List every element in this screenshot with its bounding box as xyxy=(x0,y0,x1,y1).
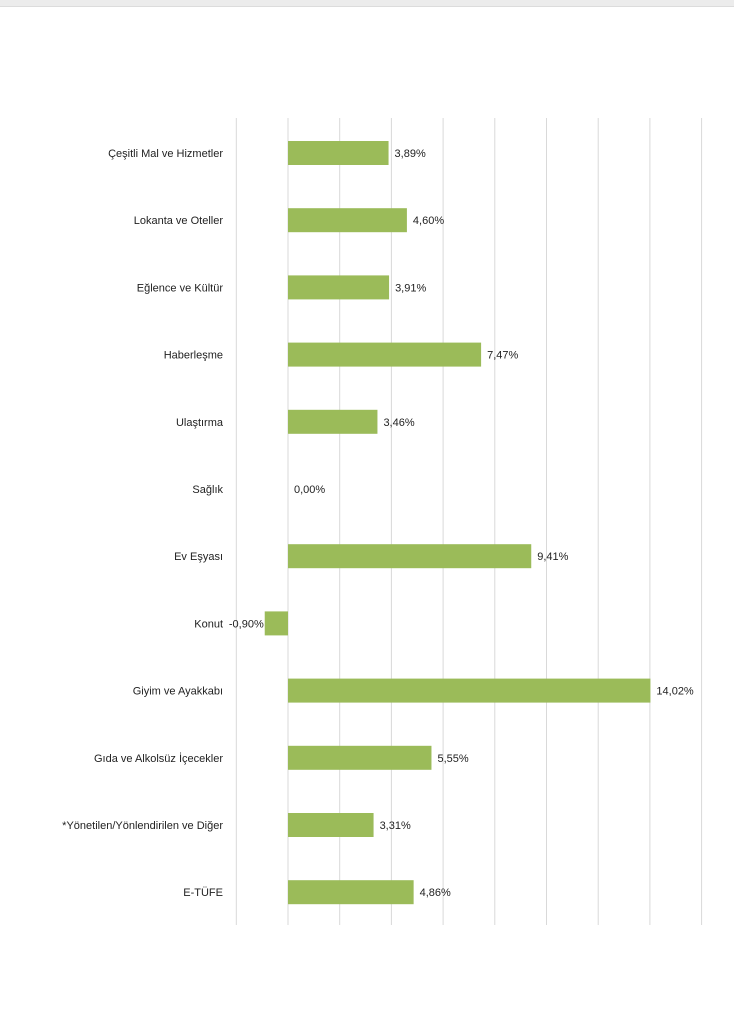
data-label: 14,02% xyxy=(656,686,694,698)
bar xyxy=(288,208,407,233)
category-label: Eğlence ve Kültür xyxy=(137,282,224,294)
data-label: 3,89% xyxy=(395,148,426,160)
data-label: -0,90% xyxy=(229,618,264,630)
bar xyxy=(288,745,432,770)
category-label: Çeşitli Mal ve Hizmetler xyxy=(108,148,223,160)
category-label: Ulaştırma xyxy=(176,417,224,429)
bar xyxy=(288,880,414,905)
bar xyxy=(288,544,532,569)
category-label: Giyim ve Ayakkabı xyxy=(133,686,223,698)
data-label: 3,91% xyxy=(395,282,426,294)
data-label: 0,00% xyxy=(294,484,325,496)
bar xyxy=(264,611,288,636)
data-label: 9,41% xyxy=(537,551,568,563)
category-label: Haberleşme xyxy=(164,350,223,362)
bar xyxy=(288,813,374,837)
top-bar xyxy=(0,0,734,7)
data-label: 4,86% xyxy=(420,887,451,899)
bar xyxy=(288,342,482,367)
category-label: E-TÜFE xyxy=(183,887,223,899)
data-label: 5,55% xyxy=(437,753,468,765)
data-label: 4,60% xyxy=(413,215,444,227)
category-label: Gıda ve Alkolsüz İçecekler xyxy=(94,752,223,765)
data-label: 3,46% xyxy=(383,417,414,429)
category-label: Sağlık xyxy=(192,484,223,496)
bar xyxy=(288,409,378,434)
category-label: Konut xyxy=(194,618,223,630)
bar xyxy=(288,141,389,165)
bar xyxy=(288,678,651,703)
data-label: 3,31% xyxy=(380,820,411,832)
category-label: Lokanta ve Oteller xyxy=(134,215,224,227)
category-label: Ev Eşyası xyxy=(174,551,223,563)
category-label: *Yönetilen/Yönlendirilen ve Diğer xyxy=(62,820,223,832)
data-label: 7,47% xyxy=(487,350,518,362)
bar xyxy=(288,275,390,300)
